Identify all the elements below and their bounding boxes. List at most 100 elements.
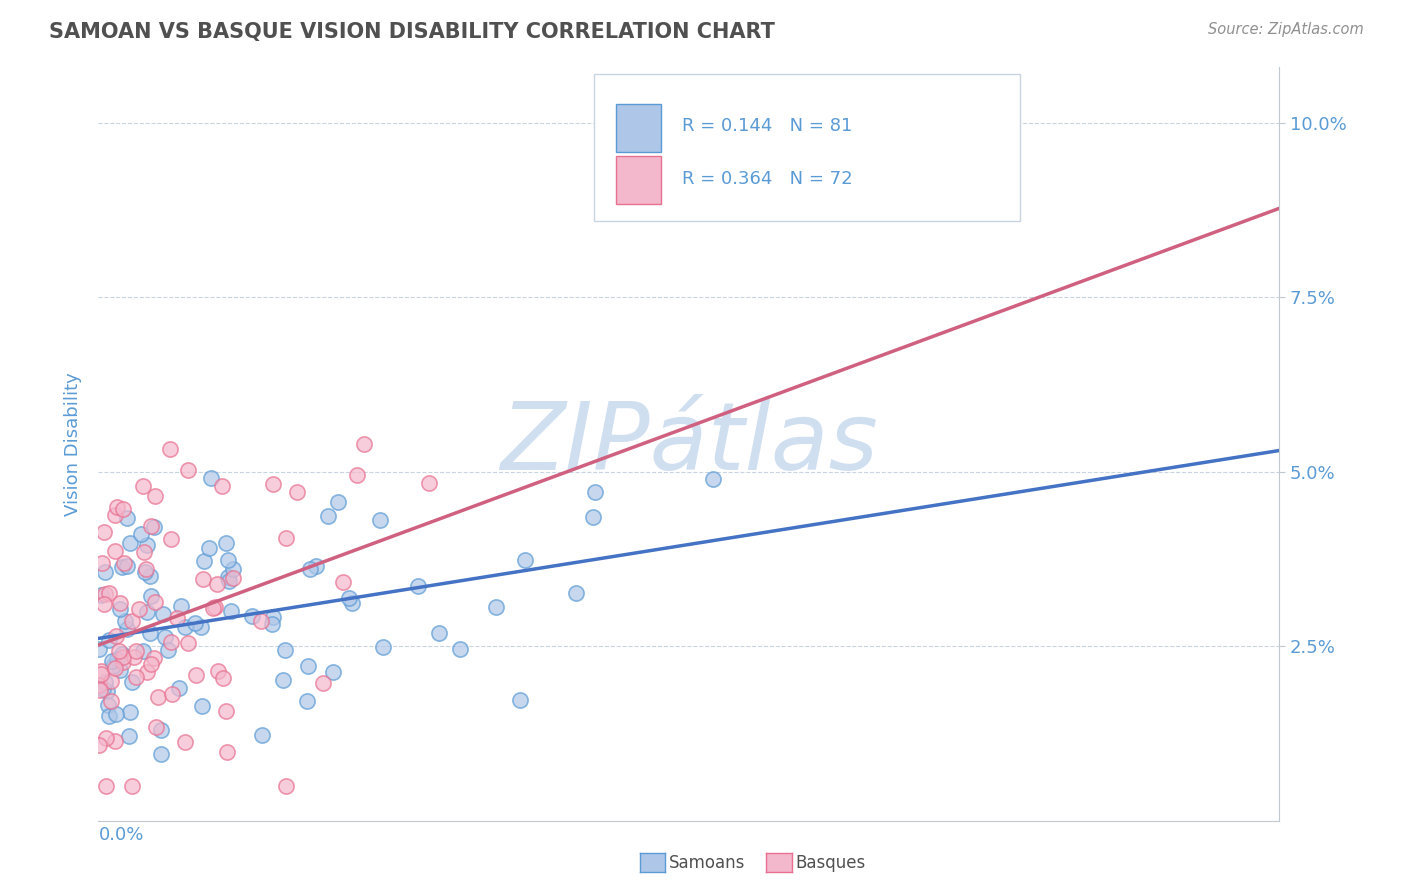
Point [513, 553, 536, 567]
Point [108, 663, 131, 677]
Point [94, 674, 117, 689]
Point [340, 596, 363, 610]
Point [297, 694, 319, 708]
Point [218, 574, 240, 589]
Point [111, 650, 134, 665]
Point [274, 531, 297, 545]
Point [93, 525, 115, 540]
Point [132, 644, 155, 658]
Point [337, 591, 360, 605]
Point [118, 729, 141, 743]
Point [104, 508, 127, 522]
Point [122, 649, 145, 664]
Bar [616, 103, 661, 152]
Point [368, 513, 391, 527]
Point [316, 509, 339, 524]
Point [108, 596, 131, 610]
FancyBboxPatch shape [595, 74, 1019, 221]
Point [346, 467, 368, 482]
Point [297, 658, 319, 673]
Point [167, 681, 190, 696]
Point [143, 520, 166, 534]
Point [305, 558, 328, 573]
Point [94, 779, 117, 793]
Point [153, 631, 176, 645]
Point [219, 604, 242, 618]
Point [94, 587, 117, 601]
Point [150, 747, 173, 761]
Point [184, 668, 207, 682]
Point [285, 484, 308, 499]
Point [89, 683, 111, 698]
Point [135, 665, 157, 679]
Point [111, 560, 134, 574]
Point [240, 609, 263, 624]
Point [204, 600, 226, 615]
Point [115, 622, 138, 636]
Point [108, 602, 131, 616]
Point [94, 565, 117, 579]
Point [166, 610, 188, 624]
Point [173, 620, 195, 634]
Point [582, 510, 605, 524]
Point [128, 602, 150, 616]
Text: ZIPátlas: ZIPátlas [501, 398, 877, 490]
Point [418, 476, 440, 491]
Point [87, 738, 110, 752]
Point [112, 556, 135, 570]
Point [139, 519, 162, 533]
Point [136, 605, 159, 619]
Point [215, 704, 238, 718]
Point [90, 557, 112, 571]
Point [141, 590, 163, 604]
Point [262, 616, 284, 631]
Point [191, 572, 214, 586]
Point [565, 585, 588, 599]
Point [98, 632, 121, 647]
Text: Basques: Basques [796, 854, 866, 871]
Point [427, 625, 450, 640]
Point [100, 694, 122, 708]
Point [222, 571, 245, 585]
Point [353, 437, 375, 451]
Point [89, 641, 111, 656]
Point [134, 544, 156, 558]
Point [135, 561, 157, 575]
Point [702, 472, 724, 486]
Point [262, 610, 284, 624]
Point [112, 655, 135, 669]
Point [250, 727, 273, 741]
Point [121, 779, 143, 793]
Point [274, 779, 297, 793]
Point [198, 541, 221, 555]
Point [118, 535, 141, 549]
Point [142, 650, 165, 665]
Point [93, 682, 115, 697]
Point [104, 661, 127, 675]
Point [406, 579, 429, 593]
Point [87, 678, 110, 692]
Point [98, 708, 121, 723]
Point [108, 644, 131, 658]
Point [100, 654, 122, 668]
Point [111, 647, 134, 661]
Point [143, 595, 166, 609]
Point [105, 651, 128, 665]
Point [132, 478, 155, 492]
Y-axis label: Vision Disability: Vision Disability [63, 372, 82, 516]
Point [449, 642, 471, 657]
Point [105, 629, 128, 643]
Point [217, 570, 239, 584]
Point [136, 538, 159, 552]
Point [160, 533, 183, 547]
Point [152, 607, 174, 621]
Point [207, 577, 229, 591]
Point [273, 673, 295, 687]
Point [146, 690, 169, 704]
Point [263, 476, 285, 491]
Point [100, 674, 122, 689]
Point [322, 665, 344, 679]
Point [190, 620, 212, 634]
Point [160, 634, 183, 648]
Point [121, 675, 143, 690]
